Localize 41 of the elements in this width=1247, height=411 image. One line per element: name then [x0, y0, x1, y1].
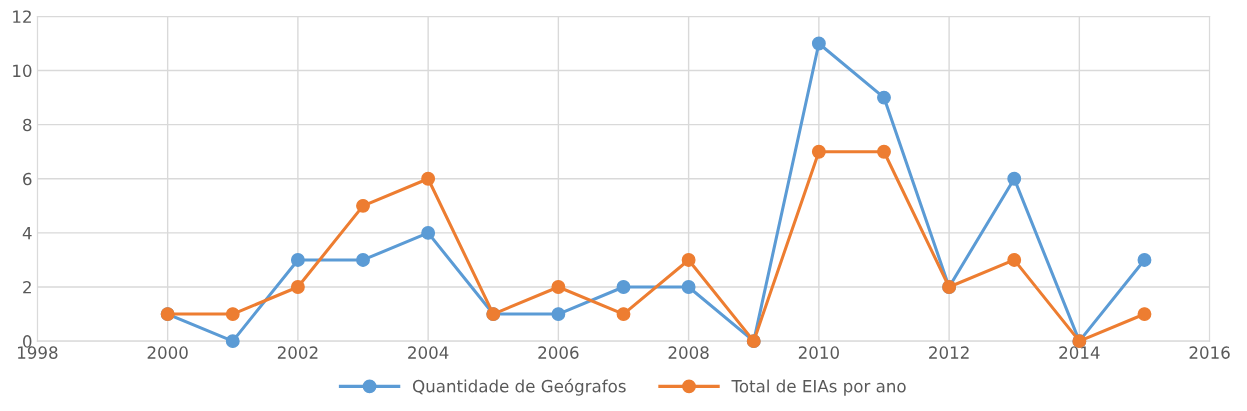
legend-label: Total de EIAs por ano: [731, 379, 906, 396]
point: [1137, 307, 1152, 322]
point: [551, 280, 566, 294]
y-tick-label: 0: [23, 335, 32, 348]
point: [681, 280, 696, 294]
x-tick-label: 2016: [1189, 346, 1230, 359]
point: [811, 36, 826, 51]
legend-label: Quantidade de Geógrafos: [413, 378, 626, 396]
point: [877, 144, 891, 159]
point: [421, 171, 436, 186]
point: [290, 280, 305, 294]
point: [1007, 253, 1022, 267]
point: [421, 225, 436, 240]
point: [811, 144, 826, 159]
point: [225, 334, 240, 349]
point: [1137, 253, 1152, 267]
y-tick-label: 6: [23, 172, 32, 186]
point: [616, 307, 631, 322]
y-tick-label: 2: [23, 280, 31, 294]
x-tick-label: 2012: [929, 346, 969, 359]
x-tick-label: 2014: [1059, 346, 1100, 359]
x-tick-label: 2008: [668, 346, 709, 359]
y-tick-label: 8: [23, 118, 32, 132]
x-tick-label: 2004: [408, 346, 449, 359]
point: [551, 307, 566, 322]
x-tick-label: 1998: [18, 346, 58, 359]
y-tick-label: 12: [13, 10, 31, 23]
y-tick-label: 4: [22, 227, 32, 240]
point: [1007, 171, 1022, 186]
point: [290, 253, 305, 267]
x-tick-label: 2010: [798, 346, 839, 359]
x-tick-label: 2000: [147, 346, 188, 359]
point: [356, 253, 370, 267]
point: [877, 90, 891, 105]
point: [616, 280, 631, 294]
x-tick-label: 2006: [538, 346, 579, 359]
point: [356, 198, 370, 213]
y-tick-label: 10: [13, 64, 32, 78]
point: [681, 253, 696, 267]
x-tick-label: 2002: [277, 346, 318, 359]
point: [225, 307, 240, 322]
